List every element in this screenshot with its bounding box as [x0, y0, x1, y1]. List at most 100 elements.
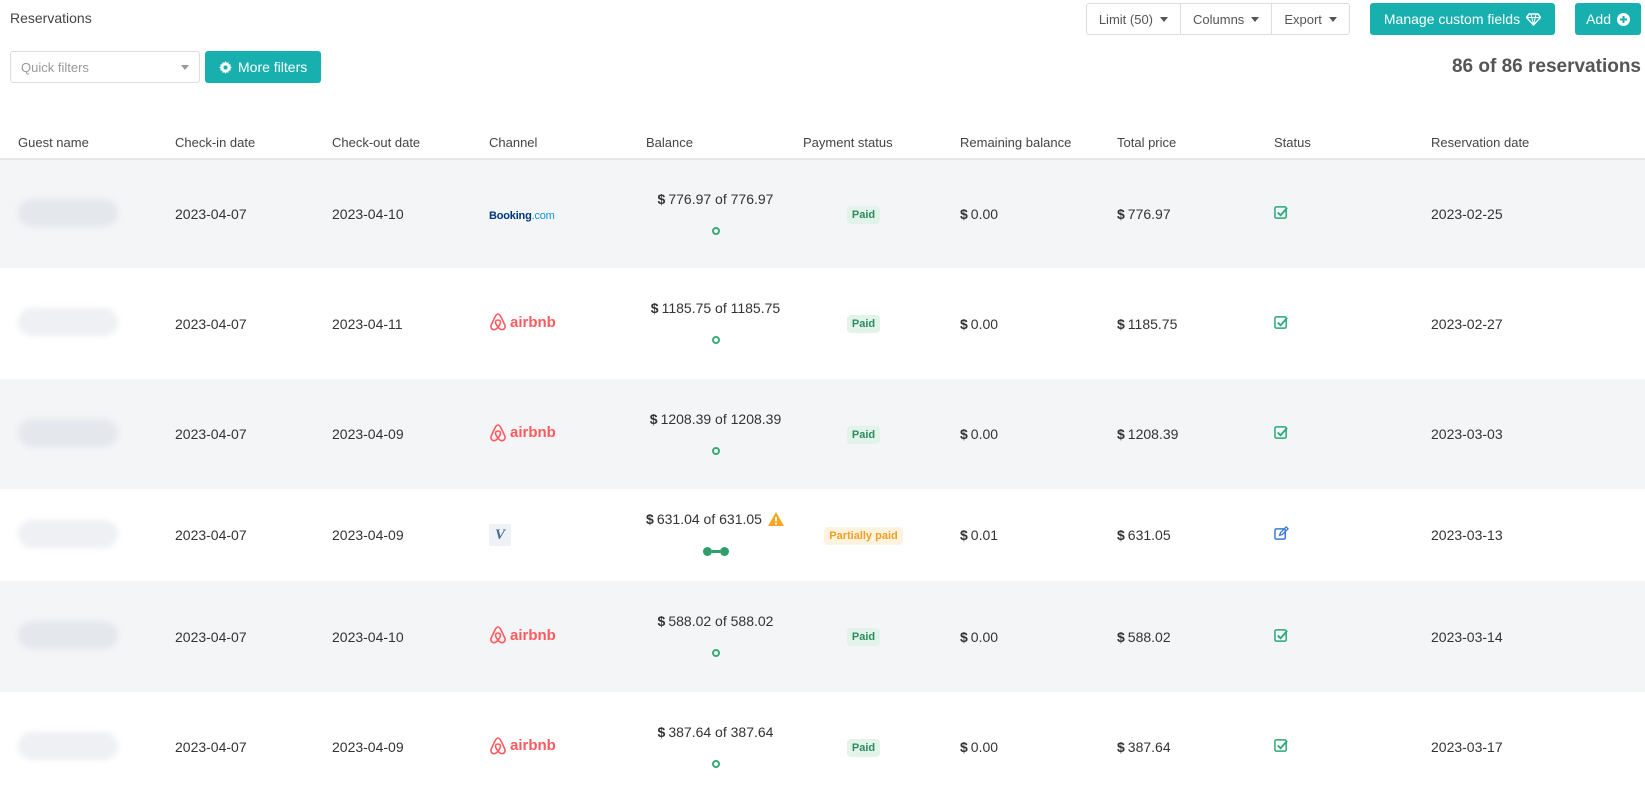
quick-filters-placeholder: Quick filters	[21, 59, 89, 75]
airbnb-logo: airbnb	[489, 736, 556, 756]
guest-name-cell	[0, 159, 157, 268]
manage-custom-fields-button[interactable]: Manage custom fields	[1369, 3, 1556, 35]
remaining-balance-cell: $0.00	[942, 159, 1099, 268]
guest-name-cell	[0, 581, 157, 692]
guest-name-cell	[0, 692, 157, 800]
toolbar: Limit (50) Columns Export Manage custom …	[1085, 3, 1641, 35]
check-square-icon[interactable]	[1274, 628, 1289, 643]
check-out-cell: 2023-04-09	[314, 692, 471, 800]
currency-symbol: $	[657, 723, 666, 740]
diamond-icon	[1526, 12, 1542, 26]
column-header-reservation-date[interactable]: Reservation date	[1413, 127, 1645, 160]
check-square-icon[interactable]	[1274, 315, 1289, 330]
total-price-value: 1208.39	[1127, 426, 1179, 442]
gear-icon	[219, 60, 232, 74]
table-row[interactable]: 2023-04-07 2023-04-10 Booking.com $776.97 o…	[0, 159, 1645, 268]
guest-name-blurred[interactable]	[18, 308, 118, 336]
payment-status-badge: Paid	[846, 425, 881, 444]
reservations-table: Guest name Check-in date Check-out date …	[0, 127, 1645, 800]
currency-symbol: $	[960, 426, 968, 442]
progress-dot	[711, 759, 720, 768]
status-cell	[1256, 692, 1413, 800]
status-cell	[1256, 489, 1413, 581]
check-in-cell: 2023-04-07	[157, 268, 314, 379]
table-row[interactable]: 2023-04-07 2023-04-09 airbnb $387.64 of 387…	[0, 692, 1645, 800]
payment-status-cell: Partially paid	[785, 489, 942, 581]
total-price-cell: $1185.75	[1099, 268, 1256, 379]
column-header-check-out[interactable]: Check-out date	[314, 127, 471, 160]
chevron-down-icon	[1251, 16, 1260, 22]
column-header-remaining-balance[interactable]: Remaining balance	[942, 127, 1099, 160]
remaining-balance-value: 0.00	[970, 739, 999, 755]
progress-bar	[702, 547, 729, 556]
check-in-cell: 2023-04-07	[157, 489, 314, 581]
currency-symbol: $	[649, 410, 658, 427]
total-price-value: 1185.75	[1127, 315, 1178, 332]
status-cell	[1256, 581, 1413, 692]
more-filters-button[interactable]: More filters	[205, 51, 322, 83]
table-row[interactable]: 2023-04-07 2023-04-10 airbnb $588.02 of 588…	[0, 581, 1645, 692]
status-cell	[1256, 379, 1413, 489]
column-header-guest-name[interactable]: Guest name	[0, 127, 157, 160]
status-cell	[1256, 268, 1413, 379]
columns-dropdown[interactable]: Columns	[1181, 3, 1273, 35]
check-square-icon[interactable]	[1274, 425, 1289, 440]
guest-name-blurred[interactable]	[18, 198, 118, 227]
payment-status-cell: Paid	[785, 159, 942, 268]
currency-symbol: $	[1117, 739, 1125, 755]
check-square-icon[interactable]	[1274, 205, 1289, 220]
balance-cell: $588.02 of 588.02	[628, 581, 785, 692]
table-row[interactable]: 2023-04-07 2023-04-09 airbnb $1208.39 of 12…	[0, 379, 1645, 489]
balance-cell: $631.04 of 631.05	[628, 489, 785, 581]
check-square-icon[interactable]	[1274, 738, 1289, 753]
column-header-check-in[interactable]: Check-in date	[157, 127, 314, 160]
column-header-balance[interactable]: Balance	[628, 127, 785, 160]
chevron-down-icon	[1160, 16, 1169, 22]
limit-dropdown[interactable]: Limit (50)	[1085, 3, 1182, 35]
remaining-balance-value: 0.00	[970, 206, 999, 222]
currency-symbol: $	[960, 527, 968, 543]
remaining-balance-value: 0.01	[970, 527, 999, 543]
balance-text: 588.02 of 588.02	[668, 613, 774, 629]
progress-dot	[711, 649, 720, 657]
currency-symbol: $	[650, 300, 659, 316]
airbnb-logo: airbnb	[489, 423, 556, 443]
airbnb-logo: airbnb	[489, 312, 556, 332]
remaining-balance-cell: $0.00	[942, 268, 1099, 379]
edit-icon[interactable]	[1274, 526, 1289, 541]
payment-status-cell: Paid	[785, 581, 942, 692]
progress-dot	[711, 226, 720, 235]
column-header-payment-status[interactable]: Payment status	[785, 127, 942, 160]
channel-cell: V	[471, 489, 628, 581]
channel-cell: Booking.com	[471, 159, 628, 268]
currency-symbol: $	[960, 739, 968, 755]
guest-name-blurred[interactable]	[18, 519, 118, 548]
reservation-date-cell: 2023-03-13	[1413, 489, 1645, 581]
column-header-total-price[interactable]: Total price	[1099, 127, 1256, 160]
status-cell	[1256, 159, 1413, 268]
limit-label: Limit (50)	[1098, 11, 1154, 27]
table-row[interactable]: 2023-04-07 2023-04-09 V $631.04 of 631.05 Pa…	[0, 489, 1645, 581]
quick-filters-select[interactable]: Quick filters	[10, 51, 200, 83]
balance-text: 631.04 of 631.05	[656, 511, 762, 527]
guest-name-blurred[interactable]	[18, 621, 118, 649]
reservation-date-cell: 2023-02-25	[1413, 159, 1645, 268]
guest-name-blurred[interactable]	[18, 418, 118, 447]
remaining-balance-value: 0.00	[970, 628, 999, 645]
total-price-value: 631.05	[1127, 527, 1171, 543]
column-header-status[interactable]: Status	[1256, 127, 1413, 160]
total-price-cell: $776.97	[1099, 159, 1256, 268]
airbnb-icon	[490, 313, 506, 331]
balance-cell: $1208.39 of 1208.39	[628, 379, 785, 489]
guest-name-blurred[interactable]	[18, 731, 118, 760]
check-out-cell: 2023-04-10	[314, 159, 471, 268]
column-header-channel[interactable]: Channel	[471, 127, 628, 160]
reservation-date-cell: 2023-02-27	[1413, 268, 1645, 379]
add-button[interactable]: Add	[1575, 3, 1641, 35]
total-price-cell: $1208.39	[1099, 379, 1256, 489]
currency-symbol: $	[960, 315, 968, 332]
balance-text: 387.64 of 387.64	[668, 723, 774, 740]
table-row[interactable]: 2023-04-07 2023-04-11 airbnb $1185.75 of 11…	[0, 268, 1645, 379]
export-dropdown[interactable]: Export	[1272, 3, 1350, 35]
airbnb-logo: airbnb	[489, 625, 556, 645]
